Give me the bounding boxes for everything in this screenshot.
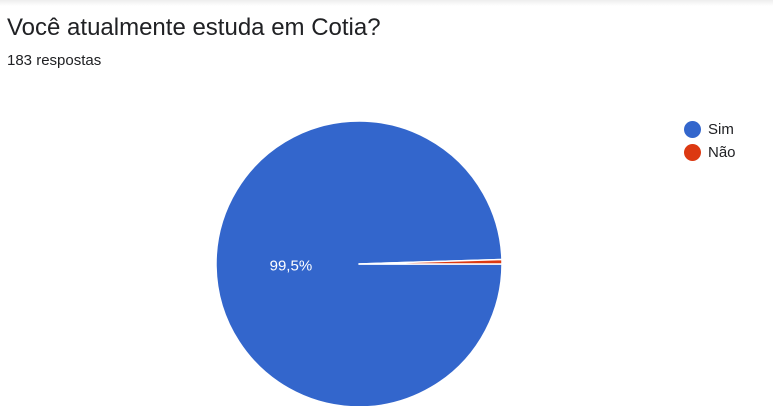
question-title: Você atualmente estuda em Cotia? xyxy=(7,14,381,41)
legend-label: Não xyxy=(708,143,736,161)
legend-swatch-icon xyxy=(684,143,701,161)
legend-swatch-icon xyxy=(684,120,701,138)
legend-item-não[interactable]: Não xyxy=(684,142,736,162)
legend-item-sim[interactable]: Sim xyxy=(684,119,736,139)
pie-slice-não[interactable] xyxy=(358,258,503,265)
data-label-sim: 99,5% xyxy=(270,258,313,275)
response-count: 183 respostas xyxy=(7,52,102,69)
top-divider xyxy=(0,0,773,6)
legend-label: Sim xyxy=(708,120,734,138)
chart-legend: Sim Não xyxy=(684,119,736,165)
